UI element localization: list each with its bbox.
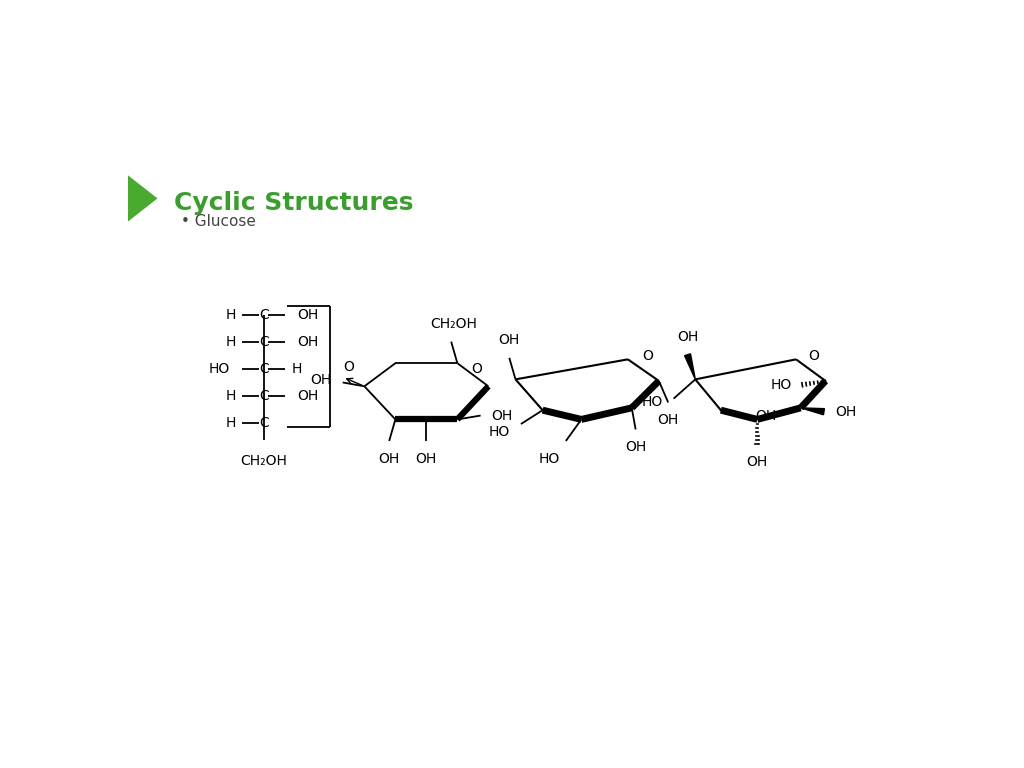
Text: • Glucose: • Glucose xyxy=(180,214,256,229)
Text: H: H xyxy=(225,309,236,323)
Text: OH: OH xyxy=(298,336,318,349)
Text: CH₂OH: CH₂OH xyxy=(241,454,287,468)
Text: O: O xyxy=(343,359,354,374)
Text: H: H xyxy=(292,362,302,376)
Text: OH: OH xyxy=(298,309,318,323)
Text: OH: OH xyxy=(298,389,318,403)
Text: OH: OH xyxy=(499,333,520,347)
Text: HO: HO xyxy=(770,378,792,392)
Text: C: C xyxy=(259,336,268,349)
Text: O: O xyxy=(809,349,819,363)
Text: C: C xyxy=(259,309,268,323)
Text: OH: OH xyxy=(835,405,856,419)
Text: OH: OH xyxy=(310,373,332,387)
Polygon shape xyxy=(128,175,158,221)
Text: OH: OH xyxy=(416,452,437,465)
Text: HO: HO xyxy=(488,425,510,439)
Text: OH: OH xyxy=(677,330,698,344)
Text: OH: OH xyxy=(492,409,513,422)
Text: OH: OH xyxy=(755,409,776,423)
Text: HO: HO xyxy=(539,452,560,465)
Text: O: O xyxy=(471,362,482,376)
Text: C: C xyxy=(259,389,268,403)
Text: C: C xyxy=(259,416,268,430)
Text: C: C xyxy=(259,362,268,376)
Text: Cyclic Structures: Cyclic Structures xyxy=(174,190,414,215)
Text: O: O xyxy=(642,349,652,363)
Polygon shape xyxy=(801,408,824,415)
Text: HO: HO xyxy=(641,396,663,409)
Text: OH: OH xyxy=(379,452,399,465)
Text: H: H xyxy=(225,416,236,430)
Polygon shape xyxy=(685,354,695,379)
Text: H: H xyxy=(225,336,236,349)
Text: HO: HO xyxy=(208,362,229,376)
Text: H: H xyxy=(225,389,236,403)
Text: OH: OH xyxy=(746,455,768,468)
Text: OH: OH xyxy=(657,413,679,427)
Text: CH₂OH: CH₂OH xyxy=(430,317,477,331)
Text: OH: OH xyxy=(625,440,646,454)
